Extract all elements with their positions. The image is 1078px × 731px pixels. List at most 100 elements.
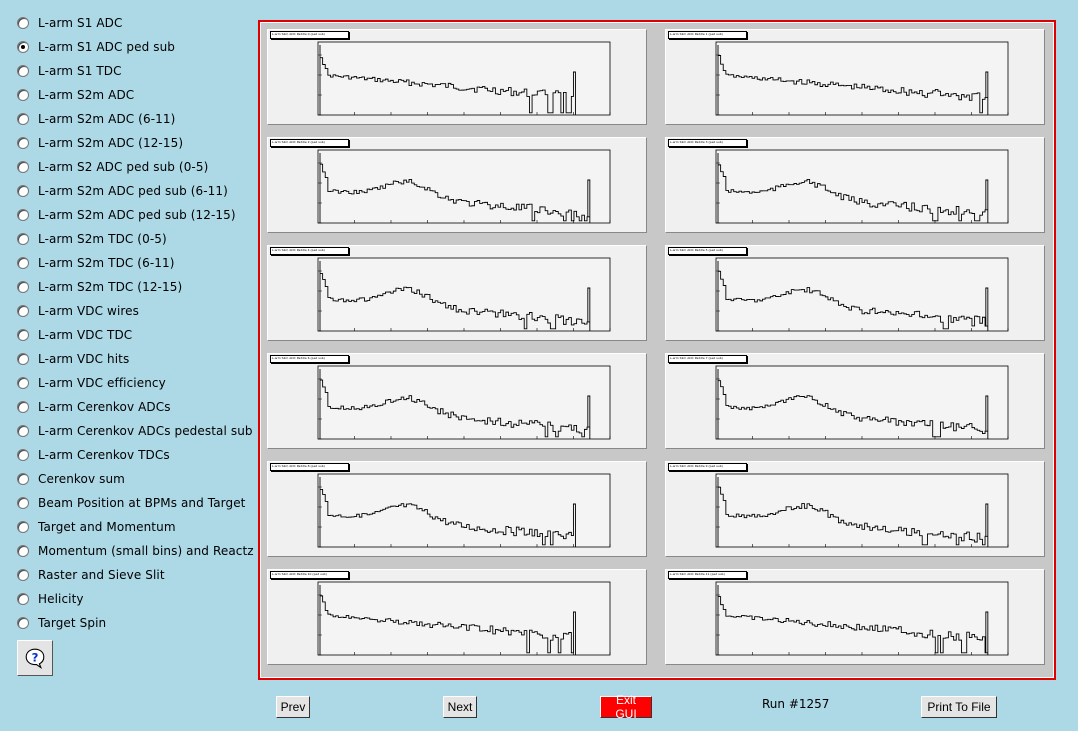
histogram-pad[interactable]: L-arm S2m ADC Paddle 0 (ped sub)	[267, 29, 647, 125]
radio-button[interactable]	[17, 353, 29, 365]
radio-button[interactable]	[17, 569, 29, 581]
histogram-option[interactable]: L-arm S1 ADC	[17, 14, 122, 32]
option-label: L-arm Cerenkov ADCs	[38, 400, 171, 414]
radio-button[interactable]	[17, 473, 29, 485]
radio-button[interactable]	[17, 545, 29, 557]
histogram-title: L-arm S2m ADC Paddle 3 (ped sub)	[668, 139, 747, 147]
radio-button[interactable]	[17, 161, 29, 173]
histogram-title: L-arm S2m ADC Paddle 4 (ped sub)	[270, 247, 349, 255]
histogram-plot	[317, 41, 611, 116]
histogram-option[interactable]: L-arm VDC efficiency	[17, 374, 166, 392]
radio-button[interactable]	[17, 41, 29, 53]
option-label: L-arm S2m ADC	[38, 88, 135, 102]
histogram-option[interactable]: Cerenkov sum	[17, 470, 125, 488]
option-label: L-arm S2m ADC ped sub (6-11)	[38, 184, 228, 198]
option-label: L-arm Cerenkov TDCs	[38, 448, 170, 462]
histogram-pad[interactable]: L-arm S2m ADC Paddle 8 (ped sub)	[267, 461, 647, 557]
histogram-title: L-arm S2m ADC Paddle 8 (ped sub)	[270, 463, 349, 471]
option-label: L-arm S2m ADC (6-11)	[38, 112, 176, 126]
histogram-title: L-arm S2m ADC Paddle 7 (ped sub)	[668, 355, 747, 363]
histogram-option[interactable]: Target and Momentum	[17, 518, 176, 536]
histogram-option[interactable]: L-arm S1 ADC ped sub	[17, 38, 175, 56]
histogram-pad[interactable]: L-arm S2m ADC Paddle 6 (ped sub)	[267, 353, 647, 449]
histogram-pad[interactable]: L-arm S2m ADC Paddle 10 (ped sub)	[267, 569, 647, 665]
radio-button[interactable]	[17, 425, 29, 437]
histogram-pad[interactable]: L-arm S2m ADC Paddle 7 (ped sub)	[665, 353, 1045, 449]
histogram-pad[interactable]: L-arm S2m ADC Paddle 1 (ped sub)	[665, 29, 1045, 125]
radio-button[interactable]	[17, 209, 29, 221]
histogram-option[interactable]: L-arm VDC hits	[17, 350, 129, 368]
histogram-option[interactable]: L-arm Cerenkov TDCs	[17, 446, 170, 464]
histogram-option[interactable]: L-arm S2m ADC (12-15)	[17, 134, 183, 152]
histogram-pad[interactable]: L-arm S2m ADC Paddle 4 (ped sub)	[267, 245, 647, 341]
histogram-pad[interactable]: L-arm S2m ADC Paddle 11 (ped sub)	[665, 569, 1045, 665]
help-button[interactable]: ?	[17, 640, 53, 676]
radio-button[interactable]	[17, 521, 29, 533]
option-label: L-arm VDC TDC	[38, 328, 133, 342]
histogram-option[interactable]: Momentum (small bins) and Reactz	[17, 542, 254, 560]
histogram-option[interactable]: L-arm S2 ADC ped sub (0-5)	[17, 158, 208, 176]
histogram-option[interactable]: Beam Position at BPMs and Target	[17, 494, 246, 512]
histogram-option[interactable]: Helicity	[17, 590, 84, 608]
histogram-pad[interactable]: L-arm S2m ADC Paddle 9 (ped sub)	[665, 461, 1045, 557]
radio-button[interactable]	[17, 89, 29, 101]
radio-button[interactable]	[17, 257, 29, 269]
histogram-option[interactable]: L-arm S2m ADC ped sub (12-15)	[17, 206, 236, 224]
radio-button[interactable]	[17, 617, 29, 629]
histogram-plot	[715, 473, 1009, 548]
radio-button[interactable]	[17, 593, 29, 605]
histogram-title: L-arm S2m ADC Paddle 6 (ped sub)	[270, 355, 349, 363]
histogram-pad[interactable]: L-arm S2m ADC Paddle 2 (ped sub)	[267, 137, 647, 233]
next-button[interactable]: Next	[443, 696, 477, 718]
histogram-title: L-arm S2m ADC Paddle 5 (ped sub)	[668, 247, 747, 255]
histogram-option[interactable]: L-arm S1 TDC	[17, 62, 122, 80]
histogram-plot	[715, 41, 1009, 116]
prev-button[interactable]: Prev	[276, 696, 310, 718]
histogram-option[interactable]: L-arm VDC wires	[17, 302, 139, 320]
option-label: L-arm VDC efficiency	[38, 376, 166, 390]
histogram-plot	[715, 581, 1009, 656]
option-label: L-arm S2m TDC (0-5)	[38, 232, 167, 246]
radio-button[interactable]	[17, 401, 29, 413]
histogram-option[interactable]: L-arm S2m TDC (6-11)	[17, 254, 175, 272]
radio-button[interactable]	[17, 233, 29, 245]
run-number-label: Run #1257	[762, 697, 830, 711]
radio-button[interactable]	[17, 185, 29, 197]
radio-button[interactable]	[17, 497, 29, 509]
histogram-plot	[317, 365, 611, 440]
option-label: L-arm S2m TDC (12-15)	[38, 280, 183, 294]
histogram-option[interactable]: L-arm Cerenkov ADCs pedestal sub	[17, 422, 253, 440]
radio-button[interactable]	[17, 65, 29, 77]
radio-button[interactable]	[17, 113, 29, 125]
option-label: Target Spin	[38, 616, 107, 630]
histogram-pad[interactable]: L-arm S2m ADC Paddle 3 (ped sub)	[665, 137, 1045, 233]
radio-button[interactable]	[17, 137, 29, 149]
histogram-option[interactable]: L-arm S2m ADC ped sub (6-11)	[17, 182, 228, 200]
histogram-option[interactable]: L-arm S2m ADC (6-11)	[17, 110, 175, 128]
option-label: Beam Position at BPMs and Target	[38, 496, 246, 510]
histogram-option[interactable]: L-arm S2m ADC	[17, 86, 134, 104]
histogram-option[interactable]: L-arm S2m TDC (0-5)	[17, 230, 167, 248]
histogram-option[interactable]: L-arm VDC TDC	[17, 326, 132, 344]
histogram-title: L-arm S2m ADC Paddle 9 (ped sub)	[668, 463, 747, 471]
histogram-canvas: L-arm S2m ADC Paddle 0 (ped sub) L-arm S2…	[258, 20, 1056, 680]
exit-gui-button[interactable]: Exit GUI	[600, 693, 652, 721]
histogram-pad[interactable]: L-arm S2m ADC Paddle 5 (ped sub)	[665, 245, 1045, 341]
radio-button[interactable]	[17, 377, 29, 389]
radio-button[interactable]	[17, 305, 29, 317]
histogram-option[interactable]: L-arm S2m TDC (12-15)	[17, 278, 182, 296]
histogram-option[interactable]: L-arm Cerenkov ADCs	[17, 398, 171, 416]
histogram-title: L-arm S2m ADC Paddle 2 (ped sub)	[270, 139, 349, 147]
histogram-option[interactable]: Raster and Sieve Slit	[17, 566, 165, 584]
radio-button[interactable]	[17, 329, 29, 341]
option-label: L-arm VDC wires	[38, 304, 139, 318]
option-label: Target and Momentum	[38, 520, 176, 534]
radio-button[interactable]	[17, 17, 29, 29]
print-to-file-button[interactable]: Print To File	[921, 696, 997, 718]
histogram-title: L-arm S2m ADC Paddle 10 (ped sub)	[270, 571, 349, 579]
option-label: Raster and Sieve Slit	[38, 568, 165, 582]
radio-button[interactable]	[17, 449, 29, 461]
histogram-option[interactable]: Target Spin	[17, 614, 106, 632]
radio-button[interactable]	[17, 281, 29, 293]
histogram-title: L-arm S2m ADC Paddle 1 (ped sub)	[668, 31, 747, 39]
